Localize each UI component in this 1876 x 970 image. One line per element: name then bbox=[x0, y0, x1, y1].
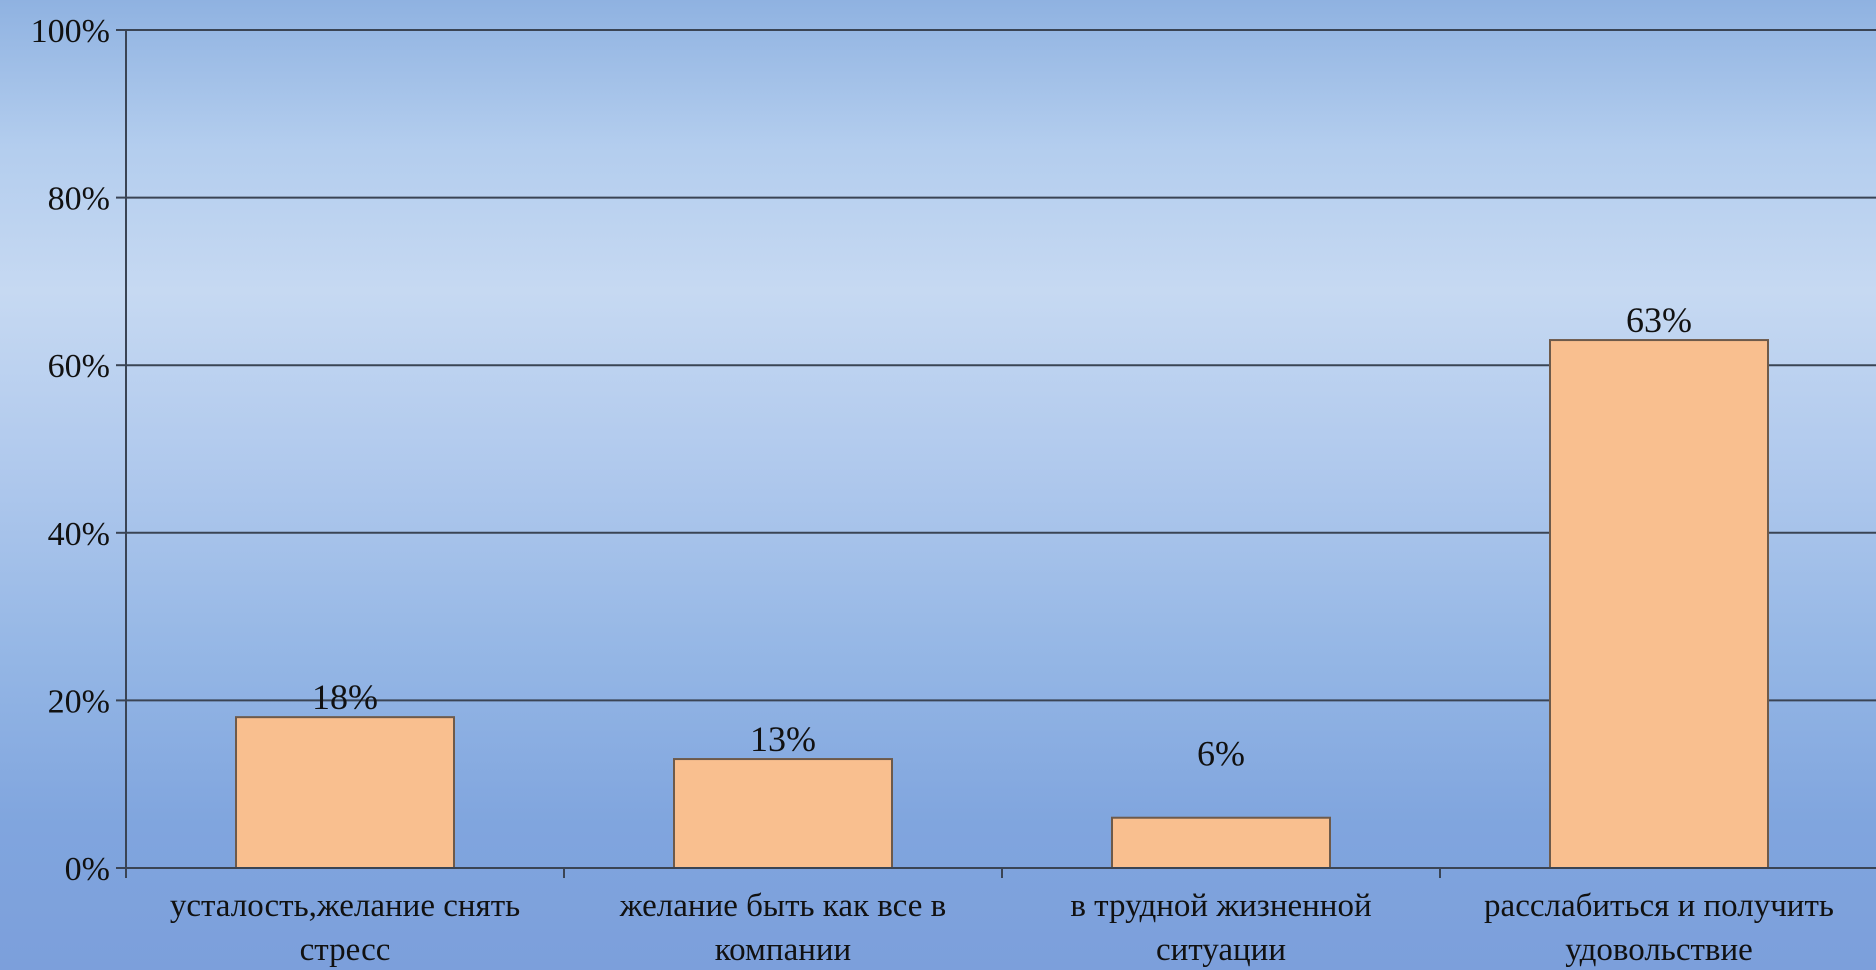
y-tick-label: 80% bbox=[48, 181, 110, 218]
y-tick-label: 60% bbox=[48, 348, 110, 385]
y-tick-labels: 0% 20% 40% 60% 80% 100% bbox=[31, 13, 110, 888]
category-label-0-line-1: стресс bbox=[300, 932, 391, 968]
category-label-3-line-0: расслабиться и получить bbox=[1484, 888, 1834, 924]
bar-1 bbox=[673, 758, 893, 869]
category-label-2-line-1: ситуации bbox=[1156, 932, 1286, 968]
x-category-labels: усталость,желание снять стресс желание быт… bbox=[170, 888, 1834, 968]
category-label-3-line-1: удовольствие bbox=[1565, 932, 1753, 968]
data-labels: 18% 13% 6% 63% bbox=[312, 300, 1692, 774]
bar-0 bbox=[235, 716, 455, 869]
category-label-2-line-0: в трудной жизненной bbox=[1070, 888, 1371, 924]
data-label-2: 6% bbox=[1197, 734, 1245, 774]
axes bbox=[116, 29, 1876, 878]
data-label-0: 18% bbox=[312, 677, 378, 717]
category-label-1-line-1: компании bbox=[715, 932, 851, 968]
category-label-1-line-0: желание быть как все в bbox=[619, 888, 946, 924]
data-label-1: 13% bbox=[750, 719, 816, 759]
bar-3 bbox=[1549, 339, 1769, 869]
y-tick-label: 40% bbox=[48, 516, 110, 553]
y-tick-label: 100% bbox=[31, 13, 110, 50]
y-tick-label: 20% bbox=[48, 683, 110, 720]
data-label-3: 63% bbox=[1626, 300, 1692, 340]
bar-2 bbox=[1111, 816, 1331, 869]
bars bbox=[235, 339, 1769, 869]
category-label-0-line-0: усталость,желание снять bbox=[170, 888, 520, 924]
y-tick-label: 0% bbox=[65, 851, 110, 888]
